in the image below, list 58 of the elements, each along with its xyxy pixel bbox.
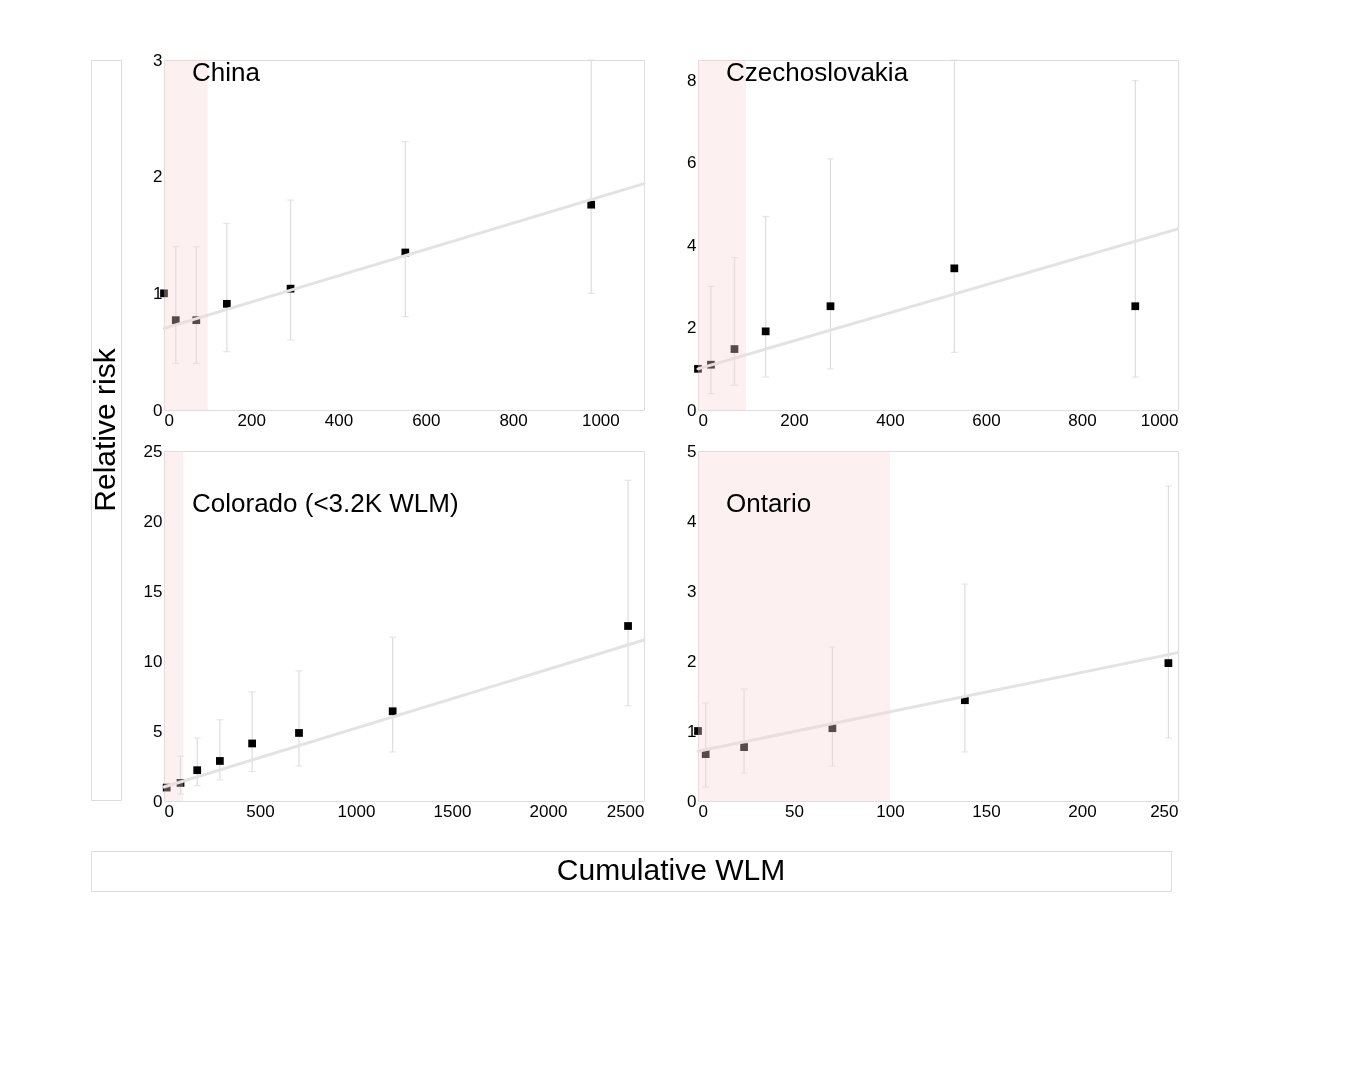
x-tick-label: 250 (1150, 801, 1179, 821)
point (388, 707, 397, 716)
x-tick-label: 200 (237, 410, 266, 430)
point (1164, 659, 1173, 667)
y-tick-label: 4 (687, 511, 697, 531)
x-tick-label: 400 (876, 410, 905, 430)
y-tick-label: 5 (153, 721, 163, 741)
point (1131, 302, 1140, 311)
chart-title: China (192, 57, 261, 87)
y-tick-label: 4 (687, 235, 697, 255)
x-tick-label: 2500 (606, 801, 645, 821)
x-tick-label: 800 (1068, 410, 1097, 430)
y-axis-title: Relative risk (88, 347, 121, 512)
x-tick-label: 600 (412, 410, 441, 430)
point (624, 622, 632, 630)
y-tick-label: 2 (687, 651, 697, 671)
x-tick-label: 100 (876, 801, 905, 821)
x-tick-label: 1000 (581, 410, 620, 430)
y-tick-label: 1 (153, 283, 163, 303)
point (587, 200, 596, 209)
x-tick-label: 200 (780, 410, 809, 430)
point (950, 264, 959, 273)
y-tick-label: 8 (687, 71, 697, 91)
x-tick-label: 800 (499, 410, 528, 430)
x-tick-label: 150 (972, 801, 1001, 821)
point (826, 302, 835, 311)
x-tick-label: 2000 (529, 801, 568, 821)
y-tick-label: 3 (153, 50, 163, 70)
x-tick-label: 500 (246, 801, 275, 821)
y-tick-label: 25 (143, 441, 163, 461)
x-tick-label: 400 (324, 410, 354, 430)
text: Ontario (726, 488, 812, 518)
point (216, 757, 224, 765)
y-tick-label: 2 (687, 318, 697, 338)
y-tick-label: 5 (687, 441, 697, 461)
point (248, 739, 256, 748)
point (761, 327, 770, 336)
x-axis-title: Cumulative WLM (556, 853, 786, 886)
y-tick-label: 10 (143, 651, 163, 671)
x-tick-label: 1000 (337, 801, 376, 821)
y-tick-label: 6 (687, 153, 697, 173)
x-tick-label: 1500 (433, 801, 472, 821)
point (193, 766, 202, 775)
x-tick-label: 600 (972, 410, 1001, 430)
text: Colorado (<3.2K WLM) (192, 488, 459, 518)
y-tick-label: 1 (687, 721, 697, 741)
x-tick-label: 50 (785, 801, 804, 821)
x-tick-label: 200 (1068, 801, 1097, 821)
y-tick-label: 3 (687, 581, 697, 601)
point (222, 299, 231, 308)
chart-title: Czechoslovakia (726, 57, 909, 87)
y-tick-label: 20 (143, 511, 163, 531)
point (295, 729, 303, 737)
y-tick-label: 2 (153, 167, 163, 187)
x-tick-label: 1000 (1140, 410, 1179, 430)
y-tick-label: 15 (143, 581, 163, 601)
point (740, 743, 748, 751)
point (730, 345, 739, 353)
